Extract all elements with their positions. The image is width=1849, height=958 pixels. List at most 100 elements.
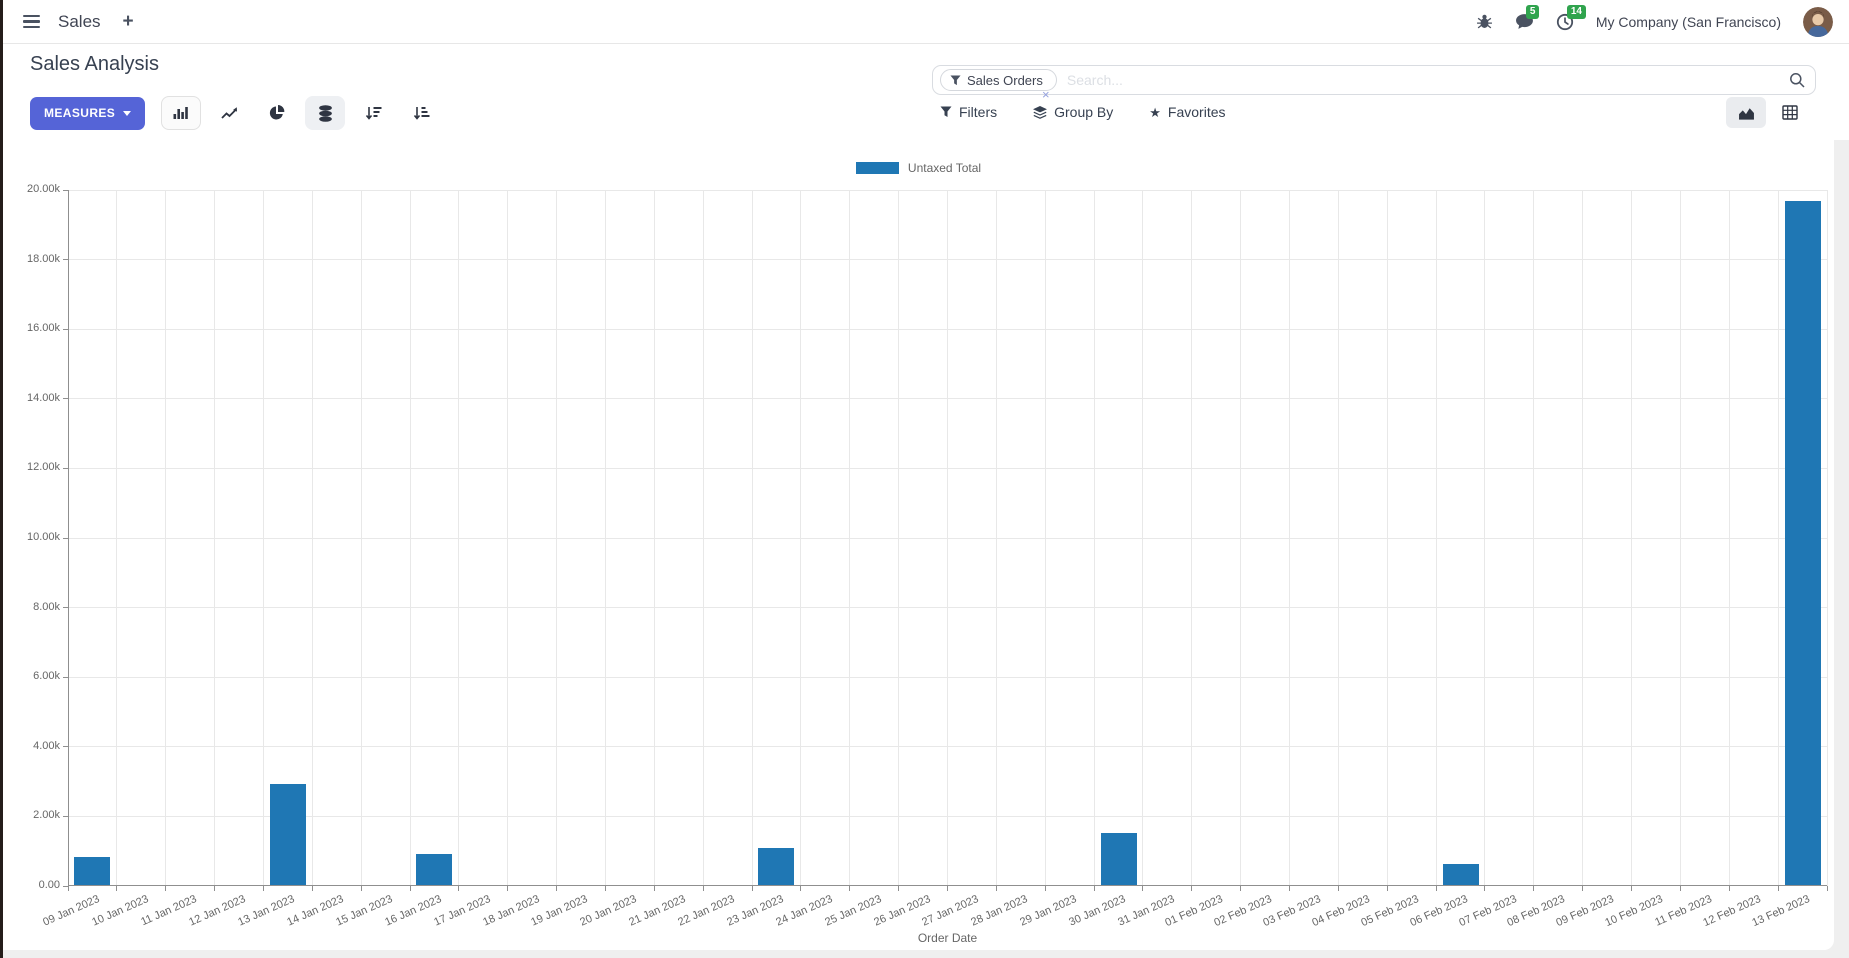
sort-ascending-button[interactable] — [401, 96, 441, 130]
view-switcher — [1726, 97, 1810, 128]
chart-legend[interactable]: Untaxed Total — [3, 161, 1834, 175]
search-bar[interactable]: Sales Orders — [932, 65, 1816, 95]
legend-label: Untaxed Total — [907, 161, 982, 175]
v-gridline — [1337, 190, 1339, 886]
x-axis-tick — [702, 886, 704, 891]
v-gridline — [995, 190, 997, 886]
x-axis-tick — [1093, 886, 1095, 891]
x-axis-tick — [409, 886, 411, 891]
search-facet[interactable]: Sales Orders — [940, 69, 1057, 91]
favorites-button[interactable]: ★ Favorites — [1149, 104, 1226, 120]
plus-icon[interactable]: + — [122, 10, 134, 32]
x-axis-tick — [556, 886, 558, 891]
graph-view-button[interactable] — [1726, 97, 1766, 128]
v-gridline — [1631, 190, 1633, 886]
y-axis-tick-label: 20.00k — [26, 183, 60, 195]
v-gridline — [604, 190, 606, 886]
star-icon: ★ — [1149, 104, 1161, 120]
bar[interactable] — [1442, 864, 1479, 885]
v-gridline — [311, 190, 313, 886]
x-axis-tick — [1337, 886, 1339, 891]
stacked-toggle-button[interactable] — [305, 96, 346, 130]
x-axis-tick — [604, 886, 606, 891]
x-axis-tick — [849, 886, 851, 891]
y-axis-tick-label: 18.00k — [26, 252, 60, 265]
y-axis-tick — [63, 398, 68, 400]
search-input[interactable] — [1056, 72, 1789, 88]
v-gridline — [751, 190, 753, 886]
x-axis-tick — [653, 886, 655, 891]
user-avatar[interactable] — [1803, 6, 1833, 37]
filter-funnel-icon — [940, 106, 952, 117]
v-gridline — [1679, 190, 1681, 886]
y-axis-tick-label: 0.00 — [38, 879, 60, 891]
v-gridline — [1386, 190, 1388, 886]
y-axis-tick — [63, 328, 68, 330]
y-axis-tick — [63, 259, 68, 261]
y-axis-tick-label: 16.00k — [26, 322, 60, 335]
v-gridline — [1435, 190, 1437, 886]
sort-descending-button[interactable] — [353, 96, 393, 130]
debug-bug-icon[interactable] — [1476, 13, 1493, 30]
app-name[interactable]: Sales — [58, 11, 101, 31]
bar[interactable] — [269, 784, 306, 885]
line-chart-mode-button[interactable] — [209, 96, 249, 130]
x-axis-tick — [214, 886, 216, 891]
apps-menu-icon[interactable] — [19, 11, 44, 33]
line-chart-icon — [221, 107, 237, 119]
measures-button[interactable]: MEASURES — [30, 96, 146, 130]
sort-ascending-icon — [413, 106, 430, 120]
bar[interactable] — [758, 848, 795, 885]
chart-area: Untaxed Total Order Date 0.00 2.00k 4.00k 6… — [3, 140, 1834, 950]
bar[interactable] — [74, 857, 111, 885]
y-axis-tick — [63, 746, 68, 748]
x-axis-tick — [360, 886, 362, 891]
x-axis-tick — [1142, 886, 1144, 891]
pie-chart-mode-button[interactable] — [257, 96, 297, 130]
v-gridline — [1191, 190, 1193, 886]
activities-badge: 14 — [1566, 4, 1586, 19]
layers-icon — [1033, 105, 1048, 119]
v-gridline — [458, 190, 460, 886]
bar-chart-mode-button[interactable] — [161, 96, 202, 130]
bar[interactable] — [1784, 201, 1821, 885]
y-axis-tick — [63, 189, 68, 191]
y-axis-tick-label: 8.00k — [33, 600, 60, 613]
x-axis-tick — [1386, 886, 1388, 891]
x-axis-tick — [1631, 886, 1633, 891]
activities-button[interactable]: 14 — [1556, 4, 1586, 31]
facet-remove-icon[interactable]: × — [1042, 87, 1050, 102]
y-axis-tick-label: 4.00k — [33, 739, 60, 752]
v-gridline — [262, 190, 264, 886]
y-axis-tick — [63, 885, 68, 887]
bar[interactable] — [416, 853, 453, 885]
messages-button[interactable]: 5 — [1515, 5, 1540, 30]
v-gridline — [1093, 190, 1095, 886]
y-axis-tick — [63, 676, 68, 678]
group-by-button[interactable]: Group By — [1033, 104, 1113, 120]
bar[interactable] — [1100, 832, 1137, 885]
x-axis-tick — [165, 886, 167, 891]
chart-plot[interactable] — [67, 189, 1828, 886]
x-axis-tick — [995, 886, 997, 891]
x-axis-tick — [458, 886, 460, 891]
v-gridline — [116, 190, 118, 886]
company-switcher[interactable]: My Company (San Francisco) — [1595, 13, 1781, 30]
v-gridline — [360, 190, 362, 886]
y-axis-tick — [63, 607, 68, 609]
search-icon[interactable] — [1789, 72, 1805, 88]
pivot-view-button[interactable] — [1770, 97, 1810, 128]
pivot-table-icon — [1782, 105, 1798, 120]
y-axis-tick — [63, 467, 68, 469]
y-axis-tick-label: 10.00k — [26, 531, 60, 543]
filters-button[interactable]: Filters — [940, 104, 997, 120]
caret-down-icon — [123, 110, 132, 116]
control-panel: Sales Analysis MEASURES — [3, 44, 1849, 140]
v-gridline — [1582, 190, 1584, 886]
bar-chart-icon — [173, 107, 189, 119]
v-gridline — [409, 190, 411, 886]
x-axis-tick — [1191, 886, 1193, 891]
v-gridline — [898, 190, 900, 886]
x-axis-tick — [947, 886, 948, 891]
x-axis-baseline — [68, 885, 1827, 886]
